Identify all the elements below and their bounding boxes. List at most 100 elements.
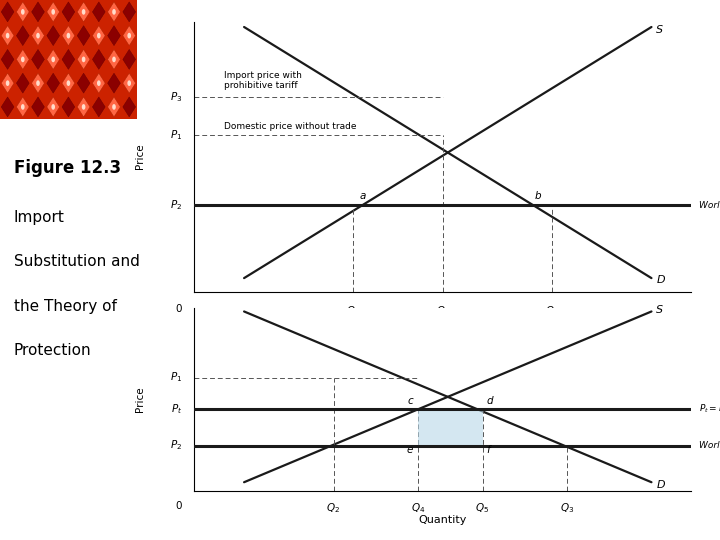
Polygon shape bbox=[92, 26, 105, 45]
Polygon shape bbox=[1, 26, 14, 45]
Text: Price: Price bbox=[135, 144, 145, 170]
Polygon shape bbox=[1, 50, 14, 69]
Text: $Q_5$: $Q_5$ bbox=[475, 502, 490, 515]
Text: World price: World price bbox=[698, 201, 720, 210]
Text: $Q_2$: $Q_2$ bbox=[346, 303, 361, 318]
Polygon shape bbox=[47, 97, 60, 117]
Polygon shape bbox=[107, 73, 120, 93]
Polygon shape bbox=[47, 2, 60, 22]
Polygon shape bbox=[107, 2, 120, 22]
Polygon shape bbox=[62, 50, 75, 69]
Text: $Q_3$: $Q_3$ bbox=[560, 502, 574, 515]
Text: Import price with
prohibitive tariff: Import price with prohibitive tariff bbox=[224, 71, 302, 90]
Polygon shape bbox=[138, 97, 150, 117]
Circle shape bbox=[143, 57, 146, 62]
Polygon shape bbox=[123, 97, 135, 117]
Circle shape bbox=[66, 80, 71, 86]
Circle shape bbox=[143, 104, 146, 110]
Text: Quantity: Quantity bbox=[418, 515, 467, 525]
Polygon shape bbox=[47, 50, 60, 69]
Text: $P_1$: $P_1$ bbox=[170, 370, 182, 384]
Circle shape bbox=[36, 33, 40, 38]
Circle shape bbox=[143, 9, 146, 15]
Polygon shape bbox=[1, 2, 14, 22]
Circle shape bbox=[97, 33, 101, 38]
Circle shape bbox=[112, 57, 116, 62]
Circle shape bbox=[6, 80, 9, 86]
Polygon shape bbox=[77, 50, 90, 69]
Polygon shape bbox=[138, 2, 150, 22]
Polygon shape bbox=[32, 50, 45, 69]
Text: $Q_4$: $Q_4$ bbox=[411, 502, 425, 515]
Polygon shape bbox=[138, 50, 150, 69]
Polygon shape bbox=[17, 50, 30, 69]
Polygon shape bbox=[62, 73, 75, 93]
Polygon shape bbox=[62, 97, 75, 117]
Text: $Q_3$: $Q_3$ bbox=[545, 303, 559, 318]
Text: b: b bbox=[535, 191, 541, 201]
Polygon shape bbox=[107, 50, 120, 69]
Text: Price: Price bbox=[135, 387, 145, 413]
Polygon shape bbox=[92, 2, 105, 22]
Polygon shape bbox=[123, 2, 135, 22]
Circle shape bbox=[127, 33, 131, 38]
Text: $P_2$: $P_2$ bbox=[170, 438, 182, 453]
Polygon shape bbox=[17, 26, 30, 45]
Polygon shape bbox=[123, 50, 135, 69]
Polygon shape bbox=[138, 26, 150, 45]
Polygon shape bbox=[107, 97, 120, 117]
Polygon shape bbox=[1, 73, 14, 93]
Polygon shape bbox=[77, 73, 90, 93]
Circle shape bbox=[82, 9, 86, 15]
Polygon shape bbox=[47, 73, 60, 93]
Text: f: f bbox=[487, 445, 490, 455]
Text: Import: Import bbox=[14, 211, 64, 225]
Polygon shape bbox=[17, 97, 30, 117]
Text: a: a bbox=[359, 191, 366, 201]
Polygon shape bbox=[123, 73, 135, 93]
Polygon shape bbox=[77, 2, 90, 22]
Polygon shape bbox=[123, 26, 135, 45]
Circle shape bbox=[127, 80, 131, 86]
Bar bbox=[418, 409, 482, 446]
Polygon shape bbox=[62, 2, 75, 22]
Text: $P_2$: $P_2$ bbox=[170, 198, 182, 212]
Text: Domestic price without trade: Domestic price without trade bbox=[224, 122, 356, 131]
Text: $P_t = P_2\,(1 + t_0)$: $P_t = P_2\,(1 + t_0)$ bbox=[698, 402, 720, 415]
Polygon shape bbox=[32, 97, 45, 117]
Circle shape bbox=[21, 57, 24, 62]
Polygon shape bbox=[77, 26, 90, 45]
Polygon shape bbox=[107, 26, 120, 45]
Polygon shape bbox=[17, 73, 30, 93]
Text: Protection: Protection bbox=[14, 342, 91, 357]
Text: 0: 0 bbox=[176, 303, 182, 314]
Circle shape bbox=[36, 80, 40, 86]
Circle shape bbox=[51, 104, 55, 110]
Text: D: D bbox=[657, 275, 665, 286]
Text: c: c bbox=[408, 396, 413, 406]
Circle shape bbox=[21, 104, 24, 110]
Circle shape bbox=[6, 33, 9, 38]
Polygon shape bbox=[62, 26, 75, 45]
Text: Copyright ©2015 Pearson Education, Inc. All rights reserved.: Copyright ©2015 Pearson Education, Inc. … bbox=[7, 517, 264, 525]
Text: $P_t$: $P_t$ bbox=[171, 402, 182, 416]
Circle shape bbox=[82, 57, 86, 62]
Text: S: S bbox=[657, 25, 664, 35]
Text: e: e bbox=[407, 445, 413, 455]
Circle shape bbox=[51, 9, 55, 15]
Text: $P_1$: $P_1$ bbox=[170, 128, 182, 142]
Text: 12-26: 12-26 bbox=[688, 517, 713, 525]
Text: the Theory of: the Theory of bbox=[14, 299, 117, 314]
Text: World price: World price bbox=[698, 441, 720, 450]
Text: S: S bbox=[657, 305, 664, 315]
Polygon shape bbox=[32, 2, 45, 22]
Polygon shape bbox=[138, 73, 150, 93]
Circle shape bbox=[112, 9, 116, 15]
Polygon shape bbox=[32, 73, 45, 93]
Polygon shape bbox=[32, 26, 45, 45]
Text: Figure 12.3: Figure 12.3 bbox=[14, 159, 121, 177]
Polygon shape bbox=[17, 2, 30, 22]
Polygon shape bbox=[47, 26, 60, 45]
Text: d: d bbox=[487, 396, 493, 406]
Circle shape bbox=[66, 33, 71, 38]
